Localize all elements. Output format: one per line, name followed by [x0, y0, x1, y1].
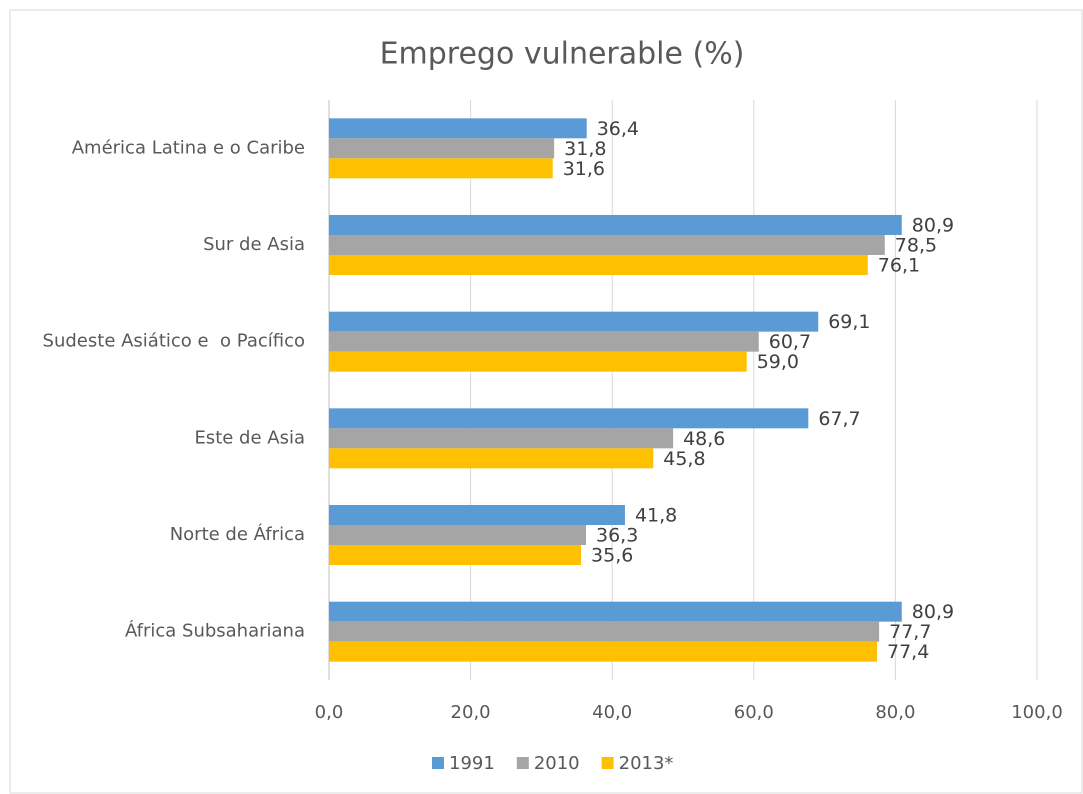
bar	[329, 545, 582, 565]
bar	[329, 408, 809, 429]
y-tick-label: América Latina e o Caribe	[72, 137, 305, 158]
bar	[329, 235, 885, 255]
data-label: 77,4	[887, 641, 929, 663]
bar	[329, 158, 553, 179]
bar	[329, 641, 877, 662]
bar	[329, 118, 587, 139]
bar	[329, 525, 587, 545]
bar	[329, 428, 674, 449]
bar	[329, 505, 625, 525]
data-label: 77,7	[889, 621, 931, 643]
bar	[329, 621, 880, 642]
x-tick-label: 20,0	[451, 702, 491, 723]
legend-label: 2010	[534, 753, 580, 774]
data-label: 36,3	[596, 525, 638, 547]
data-label: 76,1	[878, 255, 920, 277]
data-label: 59,0	[757, 351, 799, 373]
data-label: 35,6	[591, 545, 633, 567]
legend-swatch	[516, 757, 529, 769]
legend-label: 1991	[449, 753, 495, 774]
chart-title: Emprego vulnerable (%)	[380, 37, 745, 72]
data-label: 36,4	[597, 118, 639, 140]
data-label: 31,8	[564, 138, 606, 160]
y-tick-label: Norte de África	[170, 523, 305, 545]
bar	[329, 331, 759, 352]
y-tick-label: Sudeste Asiático e o Pacífico	[43, 331, 305, 352]
x-tick-label: 0,0	[315, 702, 344, 723]
bar	[329, 351, 747, 372]
data-label: 60,7	[769, 331, 811, 353]
data-label: 78,5	[895, 235, 937, 257]
data-label: 69,1	[828, 311, 870, 333]
legend-label: 2013*	[619, 753, 674, 774]
bar	[329, 255, 868, 275]
y-tick-label: Sur de Asia	[203, 234, 305, 255]
data-label: 80,9	[912, 215, 954, 237]
bar	[329, 138, 555, 159]
data-label: 45,8	[663, 448, 705, 470]
data-label: 31,6	[563, 158, 605, 180]
y-tick-label: Este de Asia	[194, 427, 305, 448]
x-tick-label: 100,0	[1011, 702, 1063, 723]
x-tick-label: 40,0	[592, 702, 632, 723]
bar	[329, 311, 819, 332]
bar	[329, 448, 654, 469]
bar	[329, 601, 902, 622]
y-tick-label: África Subsahariana	[125, 620, 305, 642]
x-tick-label: 80,0	[875, 702, 915, 723]
legend-swatch	[601, 757, 614, 769]
data-label: 80,9	[912, 601, 954, 623]
data-label: 67,7	[818, 408, 860, 430]
bar	[329, 215, 902, 235]
legend-swatch	[432, 757, 444, 769]
data-label: 41,8	[635, 505, 677, 527]
data-label: 48,6	[683, 428, 725, 450]
x-tick-label: 60,0	[734, 702, 774, 723]
